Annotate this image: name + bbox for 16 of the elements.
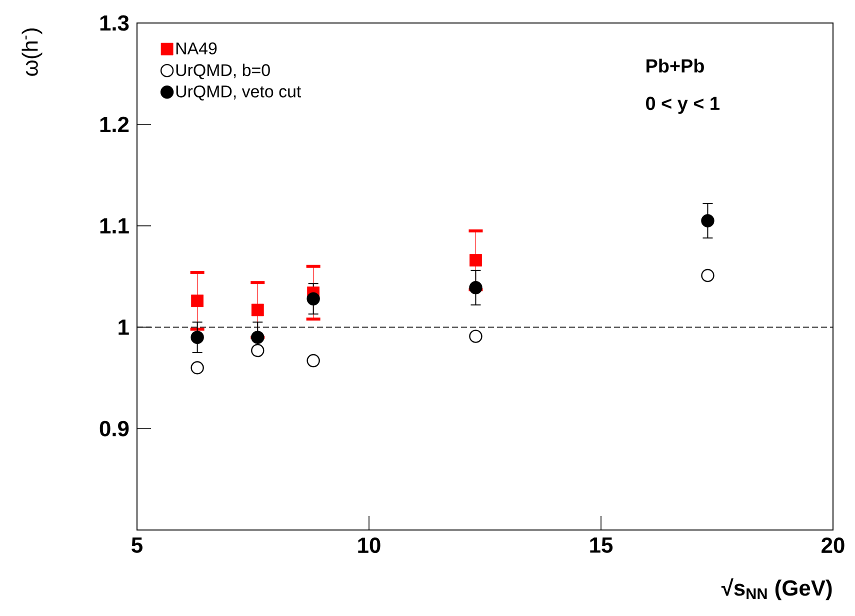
y-tick-label: 1.2 xyxy=(100,116,129,132)
legend-label: NA49 xyxy=(176,42,217,54)
y-tick-label: 0.9 xyxy=(100,420,129,436)
x-axis-title: √s$_{NN}$ (GeV) xyxy=(721,578,832,600)
legend-label: UrQMD, b=0 xyxy=(176,64,270,80)
y-tick-label: 1.3 xyxy=(100,15,129,31)
x-tick-label: 5 xyxy=(132,538,142,553)
x-tick-label: 20 xyxy=(822,538,844,554)
y-axis-title: ω(h$^{-}$) xyxy=(22,28,42,76)
x-tick-label: 10 xyxy=(358,538,380,554)
y-tick-label: 1 xyxy=(118,320,129,335)
y-tick-label: 1.1 xyxy=(100,218,129,234)
x-tick-label: 15 xyxy=(590,538,613,553)
annotation: 0 < y < 1 xyxy=(646,96,720,114)
legend-label: UrQMD, veto cut xyxy=(176,85,302,100)
annotation: Pb+Pb xyxy=(646,58,704,73)
